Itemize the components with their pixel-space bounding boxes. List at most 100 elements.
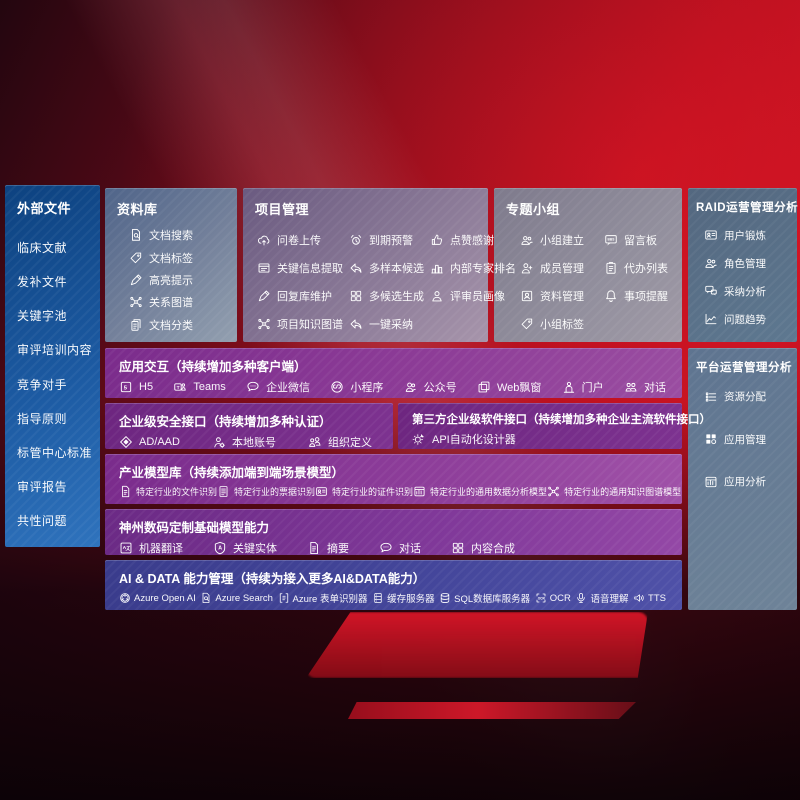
topic-group-item[interactable]: 事项提醒: [604, 282, 676, 310]
raid-item[interactable]: 问题趋势: [704, 312, 793, 327]
platform-item[interactable]: 资源分配: [704, 389, 793, 404]
security-item[interactable]: 组织定义: [308, 434, 372, 450]
topic-group-item-label: 小组建立: [540, 235, 584, 247]
reminder-bell-icon: [606, 290, 616, 302]
topic-group-item[interactable]: 代办列表: [604, 254, 676, 282]
topic-group-item[interactable]: 资料管理: [520, 282, 592, 310]
ai-data-item[interactable]: 语音理解: [575, 591, 628, 605]
azure-search-icon: [202, 592, 210, 603]
ai-data-item[interactable]: Azure Open AI: [119, 592, 196, 604]
user-card-icon: [705, 230, 717, 240]
sidebar-item-label: 审评报告: [17, 479, 68, 494]
project-item[interactable]: 回复库维护: [257, 282, 343, 310]
raid-item-label: 用户锻炼: [724, 229, 766, 242]
sidebar-item[interactable]: 竞争对手: [17, 376, 96, 393]
repository-item-label: 文档标签: [149, 252, 193, 265]
svg-text:A: A: [123, 545, 127, 551]
todo-list-icon: [606, 261, 616, 274]
topic-group-item[interactable]: 成员管理: [520, 254, 592, 282]
base-model-item[interactable]: A 机器翻译: [119, 540, 183, 556]
project-item[interactable]: 多样本候选: [349, 254, 424, 282]
industry-model-item[interactable]: 特定行业的文件识别: [119, 485, 217, 498]
sidebar-item[interactable]: 指导原则: [17, 410, 96, 427]
local-account-icon: [214, 437, 226, 449]
security-item[interactable]: 本地账号: [212, 434, 276, 450]
project-item[interactable]: 关键信息提取: [257, 254, 343, 282]
topic-group-item[interactable]: 小组标签: [520, 310, 592, 338]
speech-icon: [577, 592, 586, 603]
repository-item[interactable]: 关系图谱: [129, 294, 233, 310]
sidebar-item[interactable]: 关键字池: [17, 307, 96, 324]
security-item[interactable]: AD/AAD: [119, 435, 180, 449]
ai-data-item-label: 语音理解: [590, 594, 629, 605]
base-model-item[interactable]: A 关键实体: [213, 540, 277, 556]
interaction-item[interactable]: Web飘窗: [477, 379, 541, 395]
project-item[interactable]: 内部专家排名: [430, 254, 516, 282]
sidebar-item[interactable]: 审评报告: [17, 478, 96, 495]
topic-group-item[interactable]: BBS 留言板: [604, 226, 676, 254]
raid-item[interactable]: 采纳分析: [704, 284, 793, 299]
ai-data-item[interactable]: SQL数据库服务器: [439, 591, 530, 605]
base-model-item[interactable]: 摘要: [307, 540, 349, 556]
doc-classify-icon: [131, 319, 141, 331]
ai-data-item[interactable]: 缓存服务器: [372, 591, 435, 605]
repository-item[interactable]: 高亮提示: [129, 272, 233, 288]
third-party-item[interactable]: API自动化设计器: [412, 431, 516, 447]
project-item-label: 一键采纳: [369, 319, 413, 331]
sidebar-item[interactable]: 共性问题: [17, 512, 96, 529]
raid-item-label: 采纳分析: [724, 285, 766, 298]
interaction-item[interactable]: 小程序: [330, 379, 383, 395]
topic-group-item-label: 代办列表: [624, 263, 668, 275]
platform-item-label: 资源分配: [724, 391, 766, 403]
industry-model-item[interactable]: 特定行业的证件识别: [315, 485, 413, 498]
ai-data-item[interactable]: OCR OCR: [535, 592, 571, 604]
row-title-industry-models: 产业模型库（持续添加端到端场景模型）: [119, 466, 345, 480]
interaction-item[interactable]: T Teams: [173, 380, 226, 394]
red-glow-shape: [306, 612, 648, 678]
raid-item[interactable]: 用户锻炼: [704, 228, 793, 243]
portal-icon: [563, 381, 574, 393]
knowledge-graph-icon: [130, 297, 142, 308]
ai-data-item[interactable]: TTS: [633, 592, 666, 604]
ai-data-item[interactable]: Azure Search: [200, 592, 273, 604]
topic-group-panel: 专题小组 小组建立 成员管理 资料管理 小组标签 BBS 留言板 代办列表 事项提醒: [494, 188, 682, 342]
base-model-item[interactable]: 对话: [379, 540, 421, 556]
ai-data-item[interactable]: Azure 表单识别器: [278, 591, 367, 605]
ocr-icon: OCR: [536, 593, 545, 603]
raid-item[interactable]: 角色管理: [704, 256, 793, 271]
trend-icon: [705, 313, 717, 325]
interaction-item[interactable]: 公众号: [404, 379, 457, 395]
platform-item[interactable]: 应用管理: [704, 432, 793, 447]
sidebar-item[interactable]: 发补文件: [17, 273, 96, 290]
official-account-icon: [405, 382, 416, 392]
project-item[interactable]: 点赞感谢: [430, 226, 516, 254]
project-item[interactable]: 到期预警: [349, 226, 424, 254]
industry-model-item-label: 特定行业的文件识别: [136, 487, 218, 497]
repository-item[interactable]: 文档分类: [129, 317, 233, 333]
industry-model-item[interactable]: 特定行业的通用知识图谱模型: [547, 485, 681, 498]
base-model-item[interactable]: 内容合成: [451, 540, 515, 556]
interaction-item[interactable]: 5 H5: [119, 380, 153, 394]
third-party-item-label: API自动化设计器: [432, 434, 516, 446]
interaction-item[interactable]: 门户: [562, 379, 604, 395]
project-item[interactable]: 项目知识图谱: [257, 310, 343, 338]
project-item[interactable]: 一键采纳: [349, 310, 424, 338]
interaction-item[interactable]: 对话: [624, 379, 666, 395]
platform-item-label: 应用管理: [724, 433, 766, 446]
project-item[interactable]: 问卷上传: [257, 226, 343, 254]
sidebar-item[interactable]: 标管中心标准: [17, 444, 96, 461]
repository-item[interactable]: 文档标签: [129, 250, 233, 266]
industry-model-item[interactable]: 特定行业的通用数据分析模型: [413, 485, 547, 498]
platform-item[interactable]: 应用分析: [704, 474, 793, 489]
h5-icon: 5: [120, 381, 132, 393]
industry-model-item[interactable]: 特定行业的票据识别: [217, 485, 315, 498]
project-item-label: 问卷上传: [277, 235, 321, 247]
repository-item[interactable]: 文档搜索: [129, 227, 233, 243]
sidebar-item[interactable]: 审评培训内容: [17, 341, 96, 358]
topic-group-item[interactable]: 小组建立: [520, 226, 592, 254]
interaction-item[interactable]: 企业微信: [246, 379, 310, 395]
project-item[interactable]: 多候选生成: [349, 282, 424, 310]
enterprise-security-row: 企业级安全接口（持续增加多种认证） AD/AAD 本地账号 组织定义: [105, 403, 393, 449]
project-item[interactable]: 评审员画像: [430, 282, 516, 310]
sidebar-item[interactable]: 临床文献: [17, 239, 96, 256]
